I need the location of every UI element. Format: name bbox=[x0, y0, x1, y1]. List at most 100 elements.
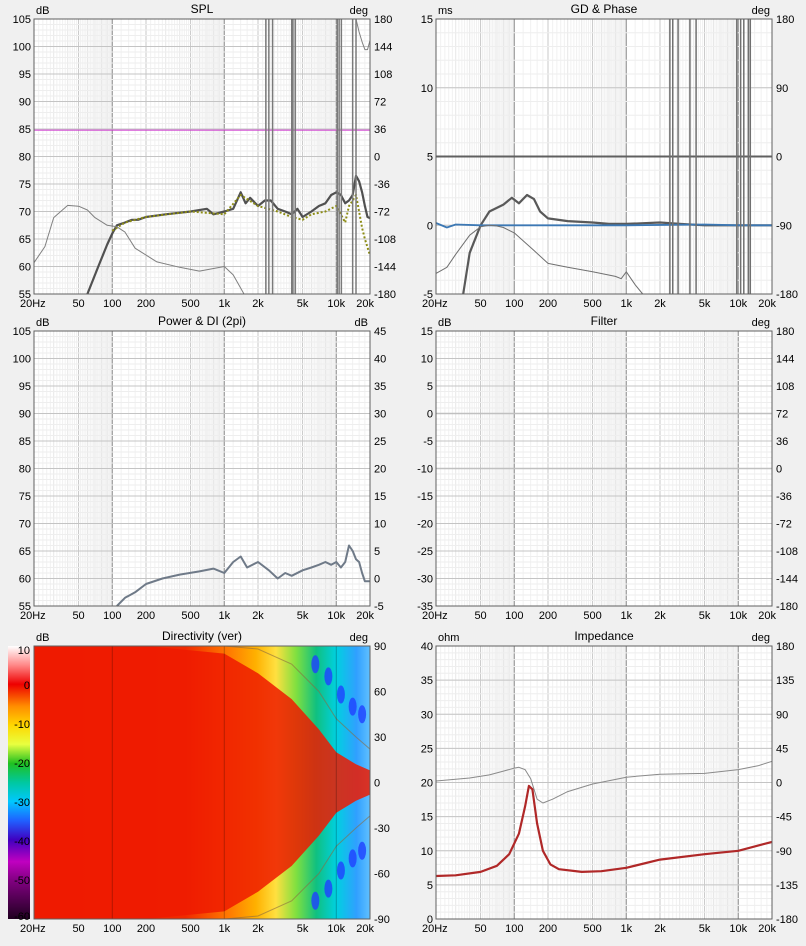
x-tick-label: 100 bbox=[103, 298, 121, 310]
right-tick-label: 20 bbox=[374, 464, 386, 476]
y-tick-label: -15 bbox=[417, 491, 433, 503]
right-tick-label: -180 bbox=[776, 914, 798, 926]
left-unit-label: dB bbox=[438, 317, 451, 329]
y-tick-label: 5 bbox=[427, 152, 433, 164]
y-tick-label: 60 bbox=[19, 574, 31, 586]
x-tick-label: 10k bbox=[729, 610, 747, 622]
right-tick-label: -36 bbox=[374, 179, 390, 191]
x-tick-label: 10k bbox=[327, 923, 345, 935]
x-tick-label: 20Hz bbox=[422, 610, 448, 622]
chart-title: Directivity (ver) bbox=[162, 629, 242, 643]
right-tick-label: -135 bbox=[776, 880, 798, 892]
y-tick-label: 5 bbox=[427, 880, 433, 892]
y-tick-label: 20 bbox=[421, 778, 433, 790]
series-impedance-phase bbox=[435, 760, 773, 804]
heatmap-null-lobe bbox=[311, 891, 320, 910]
x-tick-label: 10k bbox=[327, 298, 345, 310]
x-tick-label: 5k bbox=[297, 610, 309, 622]
series-di bbox=[116, 544, 370, 607]
right-tick-label: 15 bbox=[374, 491, 386, 503]
x-tick-label: 50 bbox=[72, 298, 84, 310]
right-unit-label: dB bbox=[355, 317, 368, 329]
right-tick-label: 30 bbox=[374, 732, 386, 744]
right-tick-label: 60 bbox=[374, 687, 386, 699]
right-tick-label: 0 bbox=[776, 152, 782, 164]
right-tick-label: 0 bbox=[374, 152, 380, 164]
series-spl bbox=[86, 174, 371, 295]
plot-frame bbox=[435, 18, 773, 295]
y-tick-label: -10 bbox=[417, 464, 433, 476]
right-tick-label: 144 bbox=[374, 42, 392, 54]
y-tick-label: 95 bbox=[19, 381, 31, 393]
x-tick-label: 100 bbox=[505, 610, 523, 622]
x-tick-label: 2k bbox=[654, 923, 666, 935]
x-tick-label: 1k bbox=[218, 298, 230, 310]
y-tick-label: -20 bbox=[417, 519, 433, 531]
x-tick-label: 5k bbox=[699, 298, 711, 310]
x-tick-label: 200 bbox=[539, 923, 557, 935]
right-tick-label: 180 bbox=[776, 326, 794, 338]
right-tick-label: 180 bbox=[776, 641, 794, 653]
chart-title: GD & Phase bbox=[571, 2, 638, 16]
right-tick-label: 35 bbox=[374, 381, 386, 393]
right-tick-label: 0 bbox=[776, 778, 782, 790]
x-tick-label: 2k bbox=[654, 298, 666, 310]
plot-frame bbox=[33, 645, 371, 920]
colorbar-tick-label: -60 bbox=[14, 911, 30, 923]
x-tick-label: 500 bbox=[181, 610, 199, 622]
colorbar: 10 0 -10 -20 -30 -40 -50 -60 bbox=[8, 645, 30, 923]
y-tick-label: 10 bbox=[421, 83, 433, 95]
colorbar-tick-label: -30 bbox=[14, 797, 30, 809]
right-unit-label: deg bbox=[752, 5, 770, 17]
right-unit-label: deg bbox=[350, 632, 368, 644]
right-tick-label: 30 bbox=[374, 409, 386, 421]
heatmap-core bbox=[34, 646, 370, 919]
right-tick-label: -30 bbox=[374, 823, 390, 835]
left-unit-label: ms bbox=[438, 5, 453, 17]
right-tick-label: 5 bbox=[374, 546, 380, 558]
y-tick-label: 40 bbox=[421, 641, 433, 653]
x-tick-label: 2k bbox=[252, 923, 264, 935]
x-tick-label: 1k bbox=[620, 298, 632, 310]
colorbar-tick-label: -50 bbox=[14, 875, 30, 887]
right-tick-label: -180 bbox=[374, 289, 396, 301]
x-tick-label: 20Hz bbox=[422, 923, 448, 935]
x-tick-label: 500 bbox=[583, 610, 601, 622]
x-tick-label: 20k bbox=[758, 298, 776, 310]
colorbar-scale bbox=[8, 646, 30, 919]
x-tick-label: 5k bbox=[699, 923, 711, 935]
right-tick-label: 72 bbox=[374, 97, 386, 109]
right-tick-label: 10 bbox=[374, 519, 386, 531]
right-unit-label: deg bbox=[752, 632, 770, 644]
x-tick-label: 2k bbox=[654, 610, 666, 622]
series-impedance bbox=[435, 784, 773, 878]
plot-frame bbox=[33, 330, 371, 607]
y-tick-label: 100 bbox=[13, 42, 31, 54]
x-tick-label: 1k bbox=[218, 610, 230, 622]
right-tick-label: 180 bbox=[776, 14, 794, 26]
series-phase-right bbox=[355, 18, 371, 51]
right-tick-label: 180 bbox=[374, 14, 392, 26]
right-tick-label: 36 bbox=[776, 436, 788, 448]
y-tick-label: 0 bbox=[427, 220, 433, 232]
y-tick-label: -25 bbox=[417, 546, 433, 558]
x-tick-label: 2k bbox=[252, 298, 264, 310]
y-tick-label: 55 bbox=[19, 601, 31, 613]
x-tick-label: 20k bbox=[356, 298, 374, 310]
x-tick-label: 200 bbox=[137, 610, 155, 622]
heatmap-null-lobe bbox=[348, 697, 357, 716]
y-tick-label: 5 bbox=[427, 381, 433, 393]
right-tick-label: -144 bbox=[374, 262, 396, 274]
y-tick-label: 95 bbox=[19, 69, 31, 81]
heatmap-null-lobe bbox=[348, 849, 357, 868]
right-tick-label: 108 bbox=[374, 69, 392, 81]
y-tick-label: 15 bbox=[421, 14, 433, 26]
x-tick-label: 1k bbox=[218, 923, 230, 935]
right-tick-label: -5 bbox=[374, 601, 384, 613]
heatmap-null-lobe bbox=[311, 655, 320, 674]
y-tick-label: 90 bbox=[19, 409, 31, 421]
right-tick-label: 144 bbox=[776, 354, 794, 366]
y-tick-label: -5 bbox=[423, 289, 433, 301]
